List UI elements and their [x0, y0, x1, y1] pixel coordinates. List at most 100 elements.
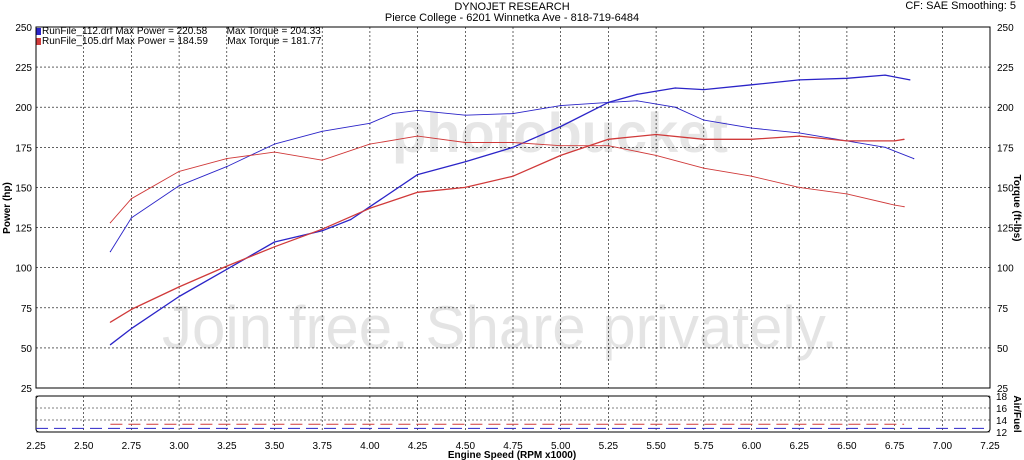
data-point-power	[369, 206, 371, 208]
legend-power: Max Power = 184.59	[115, 36, 208, 47]
legend-torque: Max Torque = 181.77	[227, 36, 322, 47]
data-point-power	[321, 230, 323, 232]
y-axis-label: Power (hp)	[2, 182, 13, 234]
legend-file: RunFile_112.drf	[42, 26, 113, 37]
data-point-torque	[703, 167, 705, 169]
data-point-torque	[884, 146, 886, 148]
y2-tick-label: 75	[997, 304, 1009, 315]
data-point-torque	[798, 132, 800, 134]
data-point-power	[903, 138, 905, 140]
data-point-power	[178, 286, 180, 288]
y2-tick-label: 100	[997, 264, 1014, 275]
data-point-power	[703, 138, 705, 140]
data-point-torque	[321, 159, 323, 161]
y2-tick-label: 25	[997, 384, 1009, 395]
x-tick-label: 7.25	[980, 441, 1000, 452]
y2-tick-label: 175	[997, 143, 1014, 154]
data-point-torque	[464, 114, 466, 116]
data-point-power	[321, 228, 323, 230]
afr-tick-label: 18	[996, 392, 1008, 403]
x-tick-label: 5.75	[694, 441, 714, 452]
data-point-torque	[913, 158, 915, 160]
data-point-torque	[607, 145, 610, 147]
afr-tick-label: 14	[996, 416, 1008, 427]
data-point-torque	[130, 198, 132, 200]
legend-file: RunFile_105.drf	[42, 36, 114, 47]
data-point-torque	[655, 154, 657, 156]
data-point-torque	[560, 145, 562, 147]
watermark-slogan: Join free. Share privately.	[162, 294, 838, 361]
data-point-power	[909, 79, 911, 81]
y2-tick-label: 150	[997, 183, 1014, 194]
y-tick-label: 150	[15, 183, 32, 194]
data-point-power	[350, 218, 352, 221]
y-tick-label: 250	[15, 23, 32, 34]
data-point-power	[273, 246, 276, 248]
data-point-power	[417, 191, 419, 193]
x-tick-label: 6.25	[789, 441, 809, 452]
y2-tick-label: 125	[997, 224, 1014, 235]
data-point-power	[464, 186, 466, 188]
y-tick-label: 50	[21, 344, 33, 355]
data-point-power	[464, 161, 466, 163]
x-tick-label: 4.75	[503, 441, 523, 452]
data-point-torque	[369, 122, 371, 124]
data-point-power	[636, 93, 638, 95]
data-point-torque	[674, 106, 676, 108]
y-tick-label: 75	[21, 304, 33, 315]
legend-swatch	[36, 27, 41, 35]
x-tick-label: 5.25	[599, 441, 619, 452]
y-tick-label: 25	[21, 384, 33, 395]
data-point-power	[226, 268, 228, 270]
data-point-power	[560, 125, 562, 128]
y-tick-label: 100	[15, 264, 32, 275]
data-point-torque	[109, 222, 111, 224]
y-tick-label: 125	[15, 224, 32, 235]
data-point-power	[798, 79, 800, 81]
x-tick-label: 4.25	[408, 441, 428, 452]
x-tick-label: 2.50	[74, 441, 94, 452]
chart-series	[36, 74, 990, 429]
data-point-power	[798, 135, 800, 137]
afr-tick-label: 16	[996, 404, 1008, 415]
data-point-power	[226, 265, 228, 267]
data-point-torque	[512, 141, 514, 144]
data-point-power	[512, 175, 514, 177]
data-point-power	[884, 74, 886, 76]
x-tick-label: 3.25	[217, 441, 237, 452]
data-point-torque	[392, 113, 394, 115]
data-point-power	[178, 295, 180, 298]
y2-tick-label: 50	[997, 344, 1009, 355]
x-tick-label: 6.00	[742, 441, 762, 452]
data-point-torque	[798, 186, 800, 188]
y2-tick-label: 200	[997, 103, 1014, 114]
data-point-torque	[109, 251, 111, 253]
data-point-torque	[226, 158, 228, 160]
data-point-power	[703, 89, 705, 91]
data-point-torque	[417, 109, 419, 111]
data-point-power	[130, 328, 132, 330]
y2-tick-label: 225	[997, 63, 1014, 74]
chart-settings: CF: SAE Smoothing: 5	[905, 0, 1016, 12]
data-point-torque	[560, 105, 562, 107]
x-tick-label: 4.00	[360, 441, 380, 452]
chart-ticks: 2.25 2.50 2.75 3.00 3.25 3.50 3.75 4.00 4.25 4.50…	[15, 23, 1014, 452]
x-tick-label: 3.00	[169, 441, 189, 452]
x-tick-label: 6.75	[885, 441, 905, 452]
data-point-power	[655, 133, 657, 136]
x-tick-label: 4.50	[456, 441, 476, 452]
data-point-power	[607, 138, 610, 140]
data-point-power	[109, 344, 111, 346]
y-tick-label: 175	[15, 143, 32, 154]
watermark-logo: photobucket	[392, 101, 728, 164]
data-point-power	[512, 146, 514, 148]
afr-tick-label: 12	[996, 428, 1008, 439]
chart-legend: RunFile_112.drf Max Power = 220.58 Max T…	[36, 27, 321, 47]
chart-grid	[35, 26, 991, 433]
data-point-power	[894, 140, 896, 142]
x-tick-label: 5.50	[646, 441, 666, 452]
x-tick-label: 3.75	[312, 441, 332, 452]
x-tick-label: 7.00	[933, 441, 953, 452]
x-tick-label: 2.75	[122, 441, 142, 452]
data-point-power	[417, 174, 419, 176]
